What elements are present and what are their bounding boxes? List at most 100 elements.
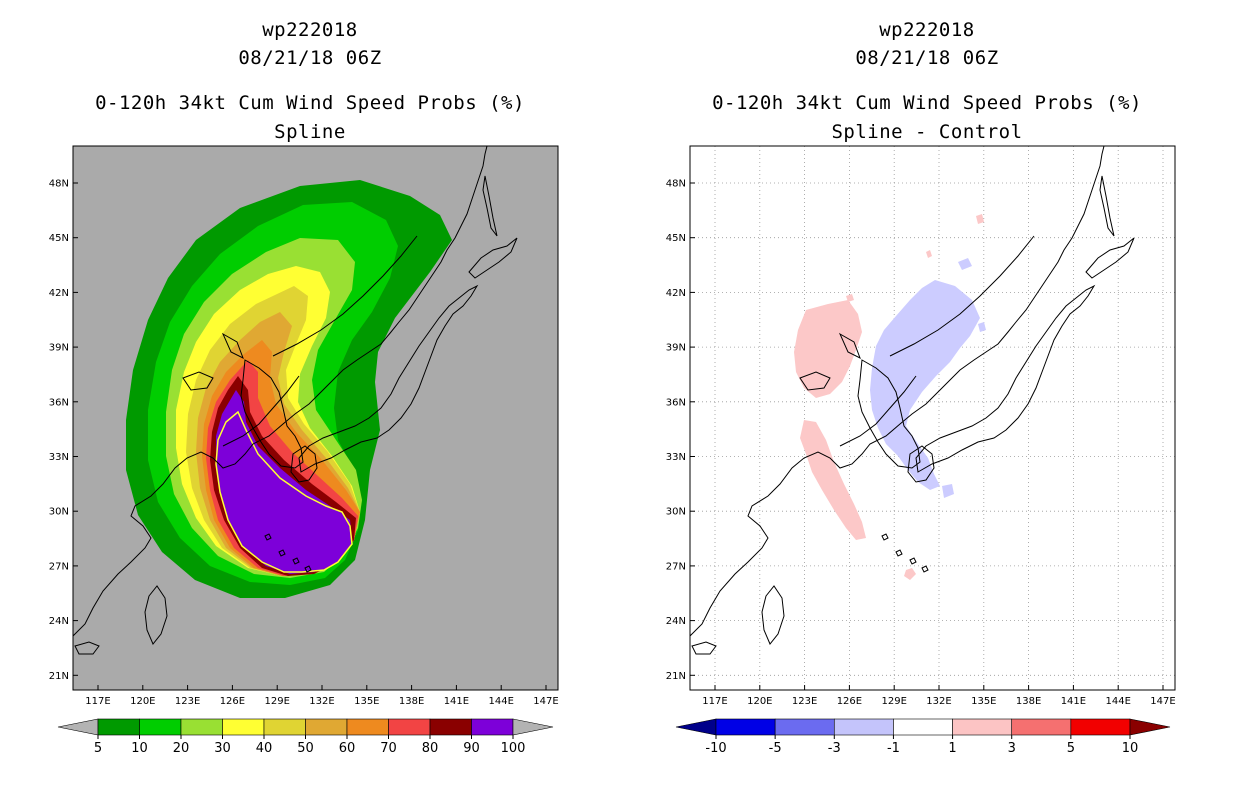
left-title-method: Spline [274, 121, 346, 143]
lon-label: 117E [85, 696, 110, 707]
colorbar-swatch [180, 718, 223, 736]
colorbar-label: 3 [1008, 741, 1016, 756]
right-title-method: Spline - Control [831, 121, 1023, 143]
right-colorbar: -10 -5 -3 -1 1 3 5 10 [675, 718, 1171, 756]
colorbar-over-arrow [1129, 718, 1171, 736]
neg-diff-region-korea-japan [870, 280, 980, 490]
lat-label: 30N [666, 507, 686, 518]
colorbar-label: 90 [463, 741, 480, 756]
left-title-product: 0-120h 34kt Cum Wind Speed Probs (%) [95, 92, 525, 114]
colorbar-swatch [1011, 718, 1072, 736]
colorbar-label: 100 [501, 741, 526, 756]
colorbar-label: -10 [705, 741, 726, 756]
lon-label: 141E [444, 696, 469, 707]
colorbar-swatch [222, 718, 265, 736]
colorbar-swatch [97, 718, 140, 736]
lon-label: 132E [309, 696, 334, 707]
lon-label: 147E [533, 696, 558, 707]
colorbar-swatch [263, 718, 306, 736]
left-map-frame [72, 145, 559, 691]
lat-label: 48N [666, 179, 686, 190]
lon-label: 144E [488, 696, 513, 707]
lon-label: 129E [264, 696, 289, 707]
colorbar-swatch [429, 718, 472, 736]
colorbar-label: 5 [94, 741, 102, 756]
colorbar-label: 30 [214, 741, 231, 756]
lon-label: 135E [971, 696, 996, 707]
colorbar-label: 1 [948, 741, 956, 756]
lon-label: 144E [1105, 696, 1130, 707]
colorbar-label: 50 [297, 741, 314, 756]
lat-label: 21N [666, 671, 686, 682]
lat-label: 39N [49, 343, 69, 354]
colorbar-label: -1 [887, 741, 900, 756]
colorbar-swatch [346, 718, 389, 736]
colorbar-label: 40 [256, 741, 273, 756]
colorbar-over-arrow [512, 718, 554, 736]
left-lat-labels: 48N 45N 42N 39N 36N 33N 30N 27N 24N 21N [49, 179, 78, 682]
colorbar-under-arrow [57, 718, 99, 736]
left-title-datetime: 08/21/18 06Z [238, 47, 382, 69]
colorbar-label: 60 [339, 741, 356, 756]
lon-label: 135E [354, 696, 379, 707]
colorbar-label: -5 [769, 741, 782, 756]
lat-label: 27N [49, 561, 69, 572]
lat-label: 42N [666, 288, 686, 299]
lon-label: 120E [130, 696, 155, 707]
lon-label: 141E [1061, 696, 1086, 707]
colorbar-label: 10 [131, 741, 148, 756]
colorbar-swatch [715, 718, 776, 736]
lat-label: 42N [49, 288, 69, 299]
lat-label: 36N [666, 397, 686, 408]
right-title-storm-id: wp222018 [879, 19, 975, 41]
colorbar-swatch [471, 718, 514, 736]
lat-label: 21N [49, 671, 69, 682]
left-colorbar: 5 10 20 30 40 50 60 70 80 90 100 [57, 718, 554, 756]
left-title-storm-id: wp222018 [262, 19, 358, 41]
colorbar-swatch [774, 718, 835, 736]
lat-label: 45N [49, 233, 69, 244]
lat-label: 45N [666, 233, 686, 244]
colorbar-label: 20 [173, 741, 190, 756]
right-title-datetime: 08/21/18 06Z [855, 47, 999, 69]
colorbar-under-arrow [675, 718, 717, 736]
colorbar-label: 80 [422, 741, 439, 756]
pos-diff-region-east-china-sea [800, 420, 866, 540]
lon-label: 126E [220, 696, 245, 707]
prob-contour-100 [215, 410, 353, 573]
lat-label: 24N [666, 616, 686, 627]
colorbar-swatch [139, 718, 182, 736]
colorbar-swatch [388, 718, 431, 736]
lon-label: 138E [399, 696, 424, 707]
lon-label: 123E [175, 696, 200, 707]
lat-label: 27N [666, 561, 686, 572]
colorbar-label: 5 [1067, 741, 1075, 756]
colorbar-swatch [952, 718, 1013, 736]
lon-label: 129E [881, 696, 906, 707]
colorbar-swatch [833, 718, 894, 736]
colorbar-label: 70 [380, 741, 397, 756]
right-map-frame [689, 145, 1176, 691]
colorbar-label: -3 [828, 741, 841, 756]
lat-label: 33N [666, 452, 686, 463]
lat-label: 30N [49, 507, 69, 518]
lon-label: 123E [792, 696, 817, 707]
lon-label: 138E [1016, 696, 1041, 707]
colorbar-swatch [305, 718, 348, 736]
lat-label: 36N [49, 397, 69, 408]
lat-label: 24N [49, 616, 69, 627]
lon-label: 126E [837, 696, 862, 707]
right-map-background [690, 146, 1175, 690]
lat-label: 48N [49, 179, 69, 190]
lon-label: 117E [702, 696, 727, 707]
right-lon-labels: 117E 120E 123E 126E 129E 132E 135E 138E 141E 144E… [702, 685, 1176, 707]
lon-label: 120E [747, 696, 772, 707]
colorbar-swatch [893, 718, 953, 736]
lat-label: 33N [49, 452, 69, 463]
right-title-product: 0-120h 34kt Cum Wind Speed Probs (%) [712, 92, 1142, 114]
left-lon-labels: 117E 120E 123E 126E 129E 132E 135E 138E 141E 144E… [85, 685, 559, 707]
colorbar-label: 10 [1122, 741, 1139, 756]
